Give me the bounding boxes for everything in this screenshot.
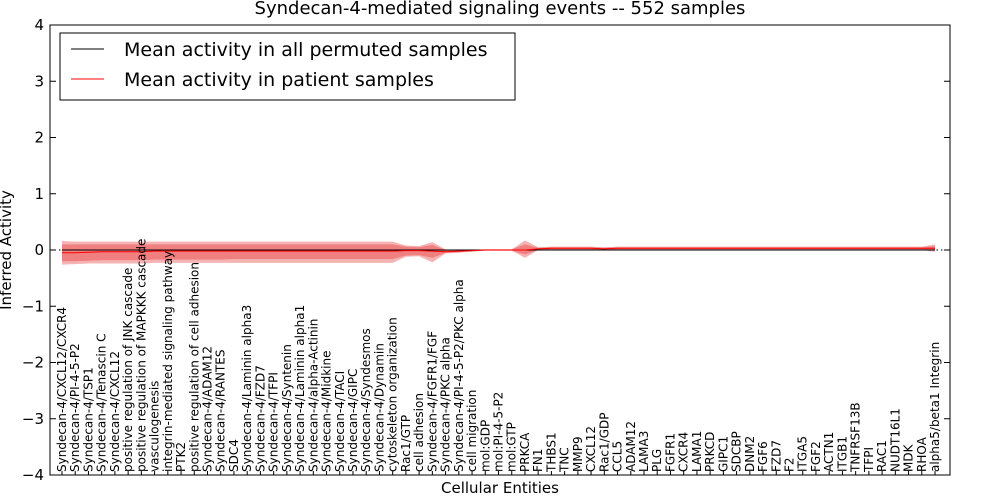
x-tick-label: Syndecan-4/TFPI — [267, 372, 281, 472]
x-tick-label: ADAM12 — [624, 421, 638, 472]
x-tick-label: Syndecan-4/PI-4-5-P2/PKC alpha — [452, 279, 466, 472]
x-tick-label: cell adhesion — [412, 393, 426, 472]
x-tick-label: vasculogenesis — [148, 381, 162, 472]
x-tick-label: positive regulation of cell adhesion — [187, 262, 201, 472]
x-tick-label: Syndecan-4/Laminin alpha1 — [293, 305, 307, 472]
x-tick-label: Syndecan-4/FGFR1/FGF — [425, 331, 439, 472]
x-tick-label: LAMA3 — [637, 431, 651, 472]
x-tick-label: Syndecan-4/Dynamin — [373, 343, 387, 472]
y-axis-title: Inferred Activity — [0, 190, 15, 310]
x-tick-label: RAC1 — [875, 440, 889, 472]
x-tick-label: FGFR1 — [664, 433, 678, 472]
x-tick-label: ITGA5 — [796, 436, 810, 472]
x-tick-label: MDK — [902, 443, 916, 472]
x-tick-label: Syndecan-4/TACI — [333, 371, 347, 472]
x-tick-label: integrin-mediated signaling pathway — [161, 251, 175, 472]
legend-box — [59, 32, 516, 101]
x-tick-label: MMP9 — [571, 436, 585, 472]
x-tick-label: LAMA1 — [690, 431, 704, 472]
x-tick-label: F2 — [783, 457, 797, 472]
x-axis: Syndecan-4/CXCL12/CXCR4 Syndecan-4/PI-4-5… — [55, 239, 942, 475]
x-tick-label: DNM2 — [743, 436, 757, 472]
x-tick-label: positive regulation of MAPKKK cascade — [134, 239, 148, 472]
x-tick-label: PLG — [650, 449, 664, 472]
x-tick-label: Rac1/GDP — [597, 413, 611, 472]
x-tick-label: Rac1/GTP — [399, 415, 413, 472]
chart-title: Syndecan-4-mediated signaling events -- … — [255, 0, 746, 19]
y-tick-label: −2 — [22, 354, 44, 372]
x-tick-label: PRKCA — [518, 432, 532, 472]
series-line-patient — [62, 247, 935, 254]
x-tick-label: FGF6 — [756, 441, 770, 472]
x-tick-label: mol:GTP — [505, 422, 519, 472]
x-tick-label: Syndecan-4/alpha-Actinin — [306, 319, 320, 472]
y-axis: −4 −3 −2 −1 0 1 2 3 4 — [22, 16, 950, 484]
x-tick-label: Syndecan-4/FZD7 — [253, 365, 267, 472]
x-tick-label: ACTN1 — [822, 432, 836, 472]
x-tick-label: SDC4 — [227, 439, 241, 472]
x-tick-label: Syndecan-4/ADAM12 — [201, 346, 215, 472]
x-tick-label: Syndecan-4/Midkine — [320, 351, 334, 472]
x-tick-label: RHOA — [915, 436, 929, 472]
x-tick-label: Syndecan-4/Syndesmos — [359, 328, 373, 472]
y-tick-label: 3 — [34, 72, 44, 90]
x-tick-label: PTK2 — [174, 442, 188, 472]
x-tick-label: Syndecan-4/RANTES — [214, 350, 228, 472]
x-tick-label: FN1 — [531, 448, 545, 472]
legend-label-permuted: Mean activity in all permuted samples — [124, 39, 487, 61]
x-tick-label: Syndecan-4/CXCL12 — [108, 351, 122, 472]
y-tick-label: −3 — [22, 410, 44, 428]
x-tick-label: THBS1 — [544, 432, 558, 473]
x-tick-label: positive regulation of JNK cascade — [121, 268, 135, 472]
x-tick-label: Syndecan-4/PI-4-5-P2 — [68, 343, 82, 472]
x-axis-title: Cellular Entities — [441, 479, 559, 497]
y-tick-label: −1 — [22, 297, 44, 315]
x-tick-label: CCL5 — [611, 441, 625, 472]
x-tick-label: ITGB1 — [835, 436, 849, 472]
y-tick-label: 0 — [34, 241, 44, 259]
x-tick-label: Syndecan-4/Laminin alpha3 — [240, 305, 254, 472]
x-tick-label: Syndecan-4/CXCL12/CXCR4 — [55, 307, 69, 472]
x-tick-label: GIPC1 — [716, 436, 730, 472]
x-tick-label: Syndecan-4/TSP1 — [82, 367, 96, 472]
x-tick-label: mol:GDP — [478, 420, 492, 472]
x-tick-label: TFPI — [862, 447, 876, 473]
x-tick-label: cell migration — [465, 390, 479, 472]
y-tick-label: 1 — [34, 185, 44, 203]
x-tick-label: Syndecan-4/PKC alpha — [439, 337, 453, 472]
y-tick-label: 2 — [34, 129, 44, 147]
legend-label-patient: Mean activity in patient samples — [124, 69, 434, 91]
x-tick-label: FZD7 — [769, 440, 783, 472]
x-tick-label: mol:PI-4-5-P2 — [492, 392, 506, 472]
x-tick-label: Syndecan-4/Syntenin — [280, 344, 294, 472]
x-tick-label: SDCBP — [730, 431, 744, 472]
y-tick-label: −4 — [22, 466, 44, 484]
x-tick-label: FGF2 — [809, 441, 823, 472]
x-tick-label: CXCL12 — [584, 426, 598, 472]
x-tick-label: alpha5/beta1 Integrin — [928, 342, 942, 472]
x-tick-label: Syndecan-4/Tenascin C — [95, 333, 109, 472]
x-tick-label: PRKCD — [703, 432, 717, 472]
series-lines — [50, 247, 950, 254]
x-tick-label: cytoskeleton organization — [386, 317, 400, 472]
y-tick-label: 4 — [34, 16, 44, 34]
legend: Mean activity in all permuted samples Me… — [59, 32, 516, 101]
x-tick-label: NUDT16L1 — [888, 408, 902, 472]
x-tick-label: Syndecan-4/GIPC — [346, 369, 360, 472]
x-tick-label: TNFRSF13B — [849, 402, 863, 473]
x-tick-label: CXCR4 — [677, 432, 691, 472]
x-tick-label: TNC — [558, 447, 572, 473]
